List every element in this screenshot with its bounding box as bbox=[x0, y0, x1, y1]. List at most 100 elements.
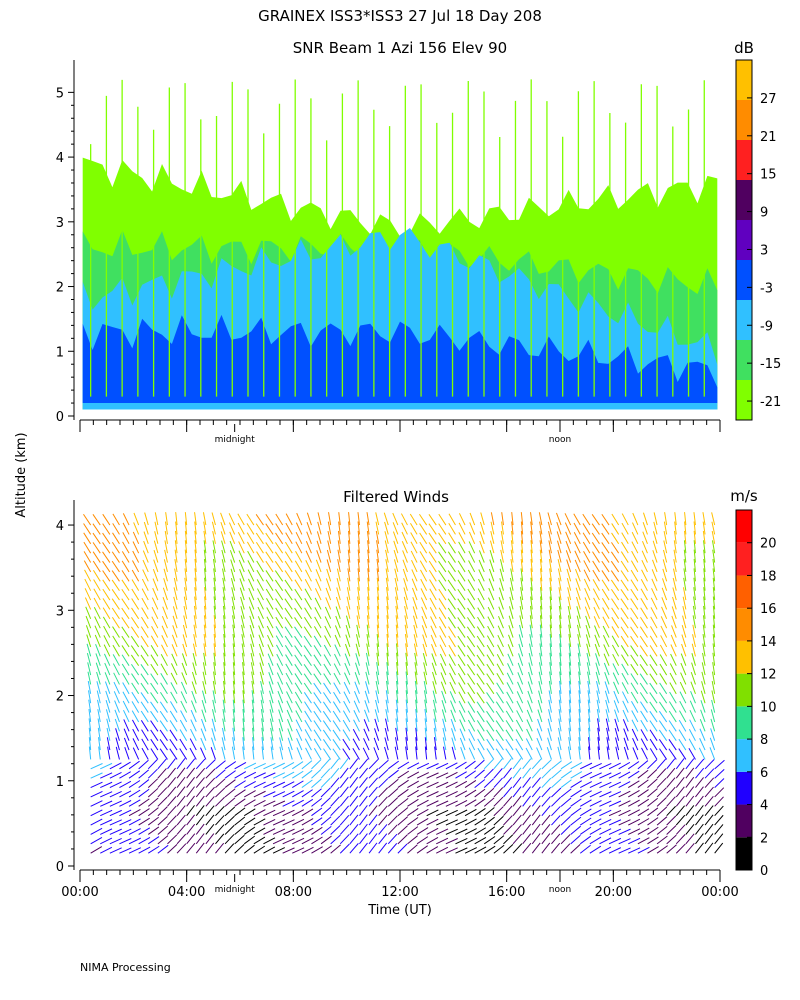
wind-barb bbox=[131, 691, 140, 704]
wind-barb bbox=[584, 597, 591, 610]
wind-barb bbox=[464, 847, 478, 854]
wind-barb bbox=[422, 653, 428, 666]
wind-barb bbox=[570, 798, 582, 807]
wind-barb bbox=[113, 672, 120, 685]
wind-barb bbox=[141, 616, 149, 629]
wind-barb bbox=[486, 663, 495, 676]
wind-barb bbox=[630, 663, 639, 676]
wind-barb bbox=[84, 578, 92, 591]
wind-barb bbox=[282, 800, 295, 807]
snr-y-tick-label: 5 bbox=[56, 86, 64, 101]
wind-barb bbox=[397, 816, 409, 826]
wind-barb bbox=[221, 746, 226, 760]
wind-barb bbox=[611, 626, 620, 638]
wind-barb bbox=[267, 653, 274, 666]
wind-barb bbox=[378, 833, 388, 845]
wind-barb bbox=[123, 728, 130, 741]
wind-barb bbox=[583, 578, 591, 591]
wind-barb bbox=[467, 569, 476, 582]
wind-barb bbox=[154, 512, 159, 526]
wind-barb bbox=[661, 606, 668, 620]
wind-barb bbox=[356, 615, 360, 629]
wind-barb bbox=[150, 673, 159, 685]
wind-barb bbox=[505, 729, 514, 741]
wind-barb bbox=[522, 805, 531, 817]
wind-barb bbox=[373, 737, 380, 751]
wind-barb bbox=[589, 836, 602, 845]
wind-barb bbox=[702, 615, 706, 629]
wind-barb bbox=[386, 605, 389, 619]
wind-barb bbox=[194, 558, 197, 572]
wind-barb bbox=[330, 758, 340, 770]
wind-barb bbox=[671, 606, 677, 619]
wind-barb bbox=[503, 777, 513, 788]
wind-barb bbox=[323, 682, 332, 695]
wind-barb bbox=[503, 758, 512, 770]
wind-barb bbox=[575, 569, 581, 582]
wind-barb bbox=[580, 781, 592, 789]
wind-barb bbox=[493, 758, 503, 770]
wind-barb bbox=[602, 607, 610, 620]
wind-barb bbox=[162, 606, 168, 619]
wind-barb bbox=[320, 806, 332, 817]
wind-barb bbox=[260, 699, 264, 713]
wind-barb bbox=[509, 596, 514, 610]
wind-barb bbox=[203, 633, 207, 648]
wind-barb bbox=[184, 512, 188, 526]
wind-barb bbox=[332, 701, 341, 713]
wind-barb bbox=[493, 844, 505, 854]
wind-barb bbox=[186, 814, 195, 826]
wind-barb bbox=[395, 699, 399, 713]
wind-barb bbox=[378, 824, 388, 835]
wind-barb bbox=[202, 662, 207, 676]
wind-barb bbox=[140, 664, 149, 676]
wind-barb bbox=[539, 568, 543, 582]
wind-barb bbox=[160, 654, 168, 666]
wind-barb bbox=[601, 523, 610, 535]
wind-barb bbox=[232, 624, 236, 638]
wind-barb bbox=[215, 787, 226, 798]
wind-barb bbox=[141, 747, 149, 760]
wind-barb bbox=[94, 625, 101, 638]
wind-barb bbox=[595, 653, 600, 666]
wind-barb bbox=[102, 607, 111, 620]
wind-barb bbox=[357, 530, 360, 544]
wind-barb bbox=[162, 597, 168, 610]
wind-barb bbox=[458, 513, 466, 526]
wind-barb bbox=[395, 727, 399, 741]
wind-barb bbox=[608, 791, 622, 798]
wind-barb bbox=[169, 701, 178, 713]
wind-barb bbox=[83, 551, 92, 563]
wind-barb bbox=[150, 729, 159, 741]
wind-barb bbox=[285, 522, 293, 535]
wind-barb bbox=[511, 530, 514, 544]
wind-barb bbox=[395, 690, 399, 704]
wind-barb bbox=[497, 635, 504, 648]
wind-barb bbox=[658, 701, 668, 713]
wind-barb bbox=[175, 512, 178, 526]
wind-barb bbox=[203, 624, 207, 638]
wind-barb bbox=[88, 746, 92, 760]
wind-barb bbox=[430, 616, 437, 629]
wind-barb bbox=[541, 833, 551, 845]
wind-barb bbox=[642, 531, 648, 544]
wind-barb bbox=[536, 728, 543, 741]
wind-barb bbox=[703, 540, 706, 554]
wind-barb bbox=[373, 747, 380, 760]
wind-barb bbox=[212, 680, 216, 694]
wind-barb bbox=[192, 662, 197, 676]
wind-barb bbox=[195, 833, 205, 845]
wind-barb bbox=[242, 746, 245, 760]
wind-barb bbox=[157, 844, 169, 854]
wind-barb bbox=[476, 682, 485, 695]
wind-barb bbox=[601, 579, 610, 591]
wind-barb bbox=[692, 634, 696, 648]
wind-barb bbox=[83, 513, 92, 526]
wind-barb bbox=[404, 624, 408, 638]
wind-barb bbox=[599, 846, 612, 854]
wind-barb bbox=[464, 808, 477, 817]
wind-barb bbox=[405, 718, 408, 732]
wind-barb bbox=[568, 624, 572, 638]
wind-barb bbox=[426, 846, 439, 854]
wind-barb bbox=[90, 836, 103, 845]
